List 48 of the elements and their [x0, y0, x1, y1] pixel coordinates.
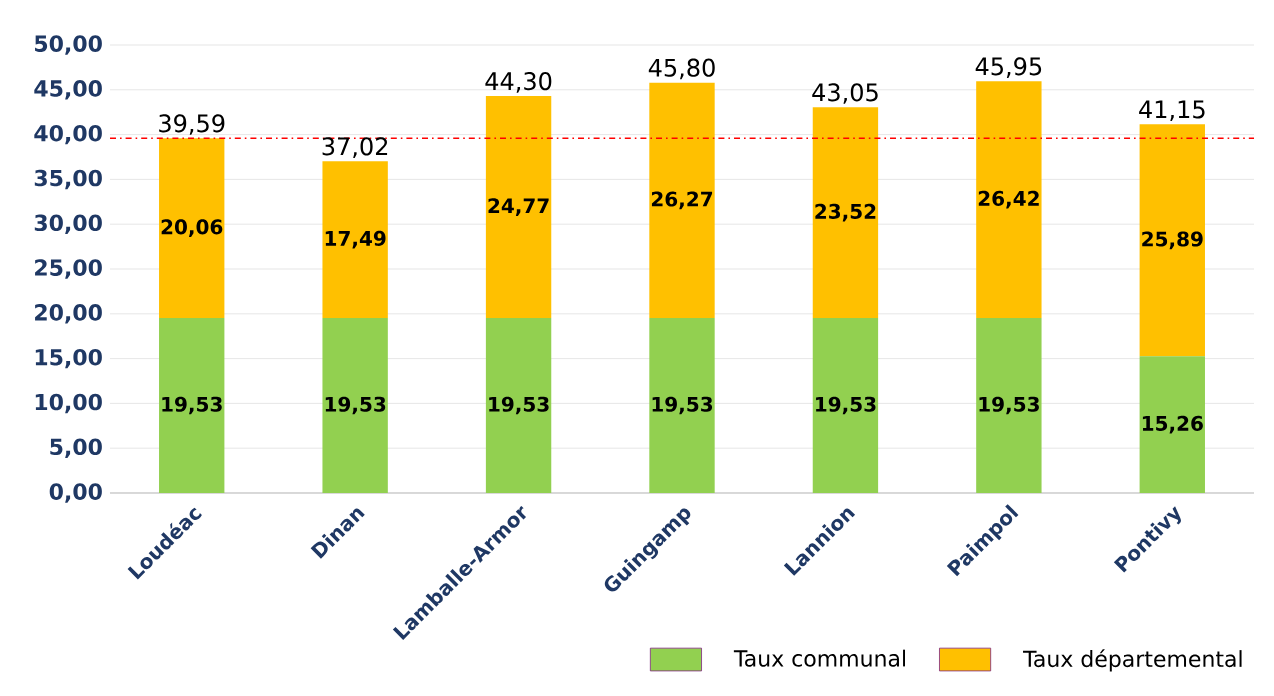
data-label: 19,53 — [489, 396, 549, 415]
data-label: 26,27 — [651, 191, 713, 210]
bar — [485, 96, 552, 319]
y-tick-label: 35,00 — [34, 169, 102, 190]
y-tick-label: 30,00 — [34, 214, 102, 234]
bar — [1139, 124, 1205, 357]
data-label: 19,53 — [162, 396, 222, 415]
y-tick-label: 20,00 — [35, 304, 102, 324]
total-label: 45,95 — [975, 57, 1042, 78]
bar — [812, 318, 879, 493]
bar — [322, 318, 388, 493]
data-label: 23,52 — [815, 203, 876, 222]
y-tick-label: 50,00 — [35, 35, 102, 55]
data-label: 25,89 — [1142, 231, 1203, 250]
data-label: 19,53 — [979, 396, 1039, 415]
y-tick-label: 25,00 — [35, 259, 102, 279]
data-label: 19,53 — [325, 396, 386, 415]
bar — [159, 318, 225, 493]
bar — [322, 161, 388, 319]
total-label: 43,05 — [812, 83, 878, 104]
y-tick-label: 40,00 — [34, 124, 102, 145]
bar — [976, 318, 1042, 493]
total-label: 44,30 — [485, 72, 552, 93]
bar — [812, 107, 879, 319]
bar — [649, 82, 715, 319]
total-label: 39,59 — [159, 114, 225, 135]
total-label: 45,80 — [648, 58, 715, 80]
data-label: 26,42 — [978, 190, 1039, 209]
y-tick-label: 5,00 — [50, 438, 102, 458]
data-label: 20,06 — [161, 219, 223, 237]
bar — [976, 81, 1042, 319]
data-label: 19,53 — [816, 396, 876, 415]
y-tick-label: 15,00 — [35, 348, 102, 369]
bar — [159, 138, 225, 319]
bar — [485, 318, 552, 493]
bar — [1139, 356, 1205, 493]
bar — [649, 318, 715, 493]
y-tick-label: 45,00 — [34, 80, 102, 100]
total-label: 37,02 — [322, 137, 388, 158]
legend-label: Taux départemental — [1023, 649, 1242, 672]
data-label: 15,26 — [1142, 415, 1203, 434]
data-label: 24,77 — [488, 198, 549, 216]
total-label: 41,15 — [1139, 100, 1205, 121]
y-tick-label: 10,00 — [35, 393, 102, 414]
data-label: 19,53 — [652, 396, 713, 415]
y-tick-label: 0,00 — [49, 483, 102, 503]
data-label: 17,49 — [325, 230, 386, 249]
legend-label: Taux communal — [733, 649, 906, 667]
